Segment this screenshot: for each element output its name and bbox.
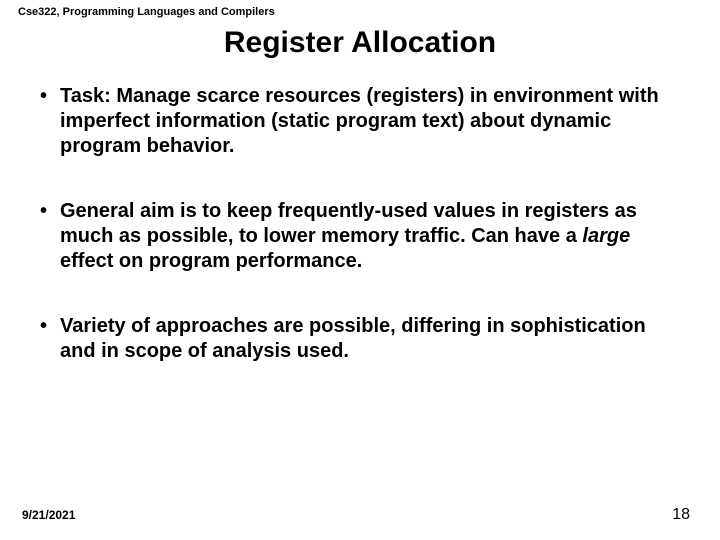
bullet-text-pre: Variety of approaches are possible, diff… xyxy=(60,315,646,362)
bullet-text-italic: large xyxy=(582,225,630,247)
bullet-text-pre: Task: Manage scarce resources (registers… xyxy=(60,85,659,157)
footer-page-number: 18 xyxy=(672,506,690,524)
slide: Cse322, Programming Languages and Compil… xyxy=(0,0,720,540)
bullet-item: General aim is to keep frequently-used v… xyxy=(38,199,682,274)
slide-title: Register Allocation xyxy=(0,26,720,60)
bullet-item: Variety of approaches are possible, diff… xyxy=(38,314,682,364)
bullet-item: Task: Manage scarce resources (registers… xyxy=(38,84,682,159)
slide-body: Task: Manage scarce resources (registers… xyxy=(0,60,720,364)
bullet-list: Task: Manage scarce resources (registers… xyxy=(38,84,682,364)
footer-date: 9/21/2021 xyxy=(22,508,75,522)
bullet-text-post: effect on program performance. xyxy=(60,250,362,272)
course-header: Cse322, Programming Languages and Compil… xyxy=(0,0,720,18)
bullet-text-pre: General aim is to keep frequently-used v… xyxy=(60,200,637,247)
